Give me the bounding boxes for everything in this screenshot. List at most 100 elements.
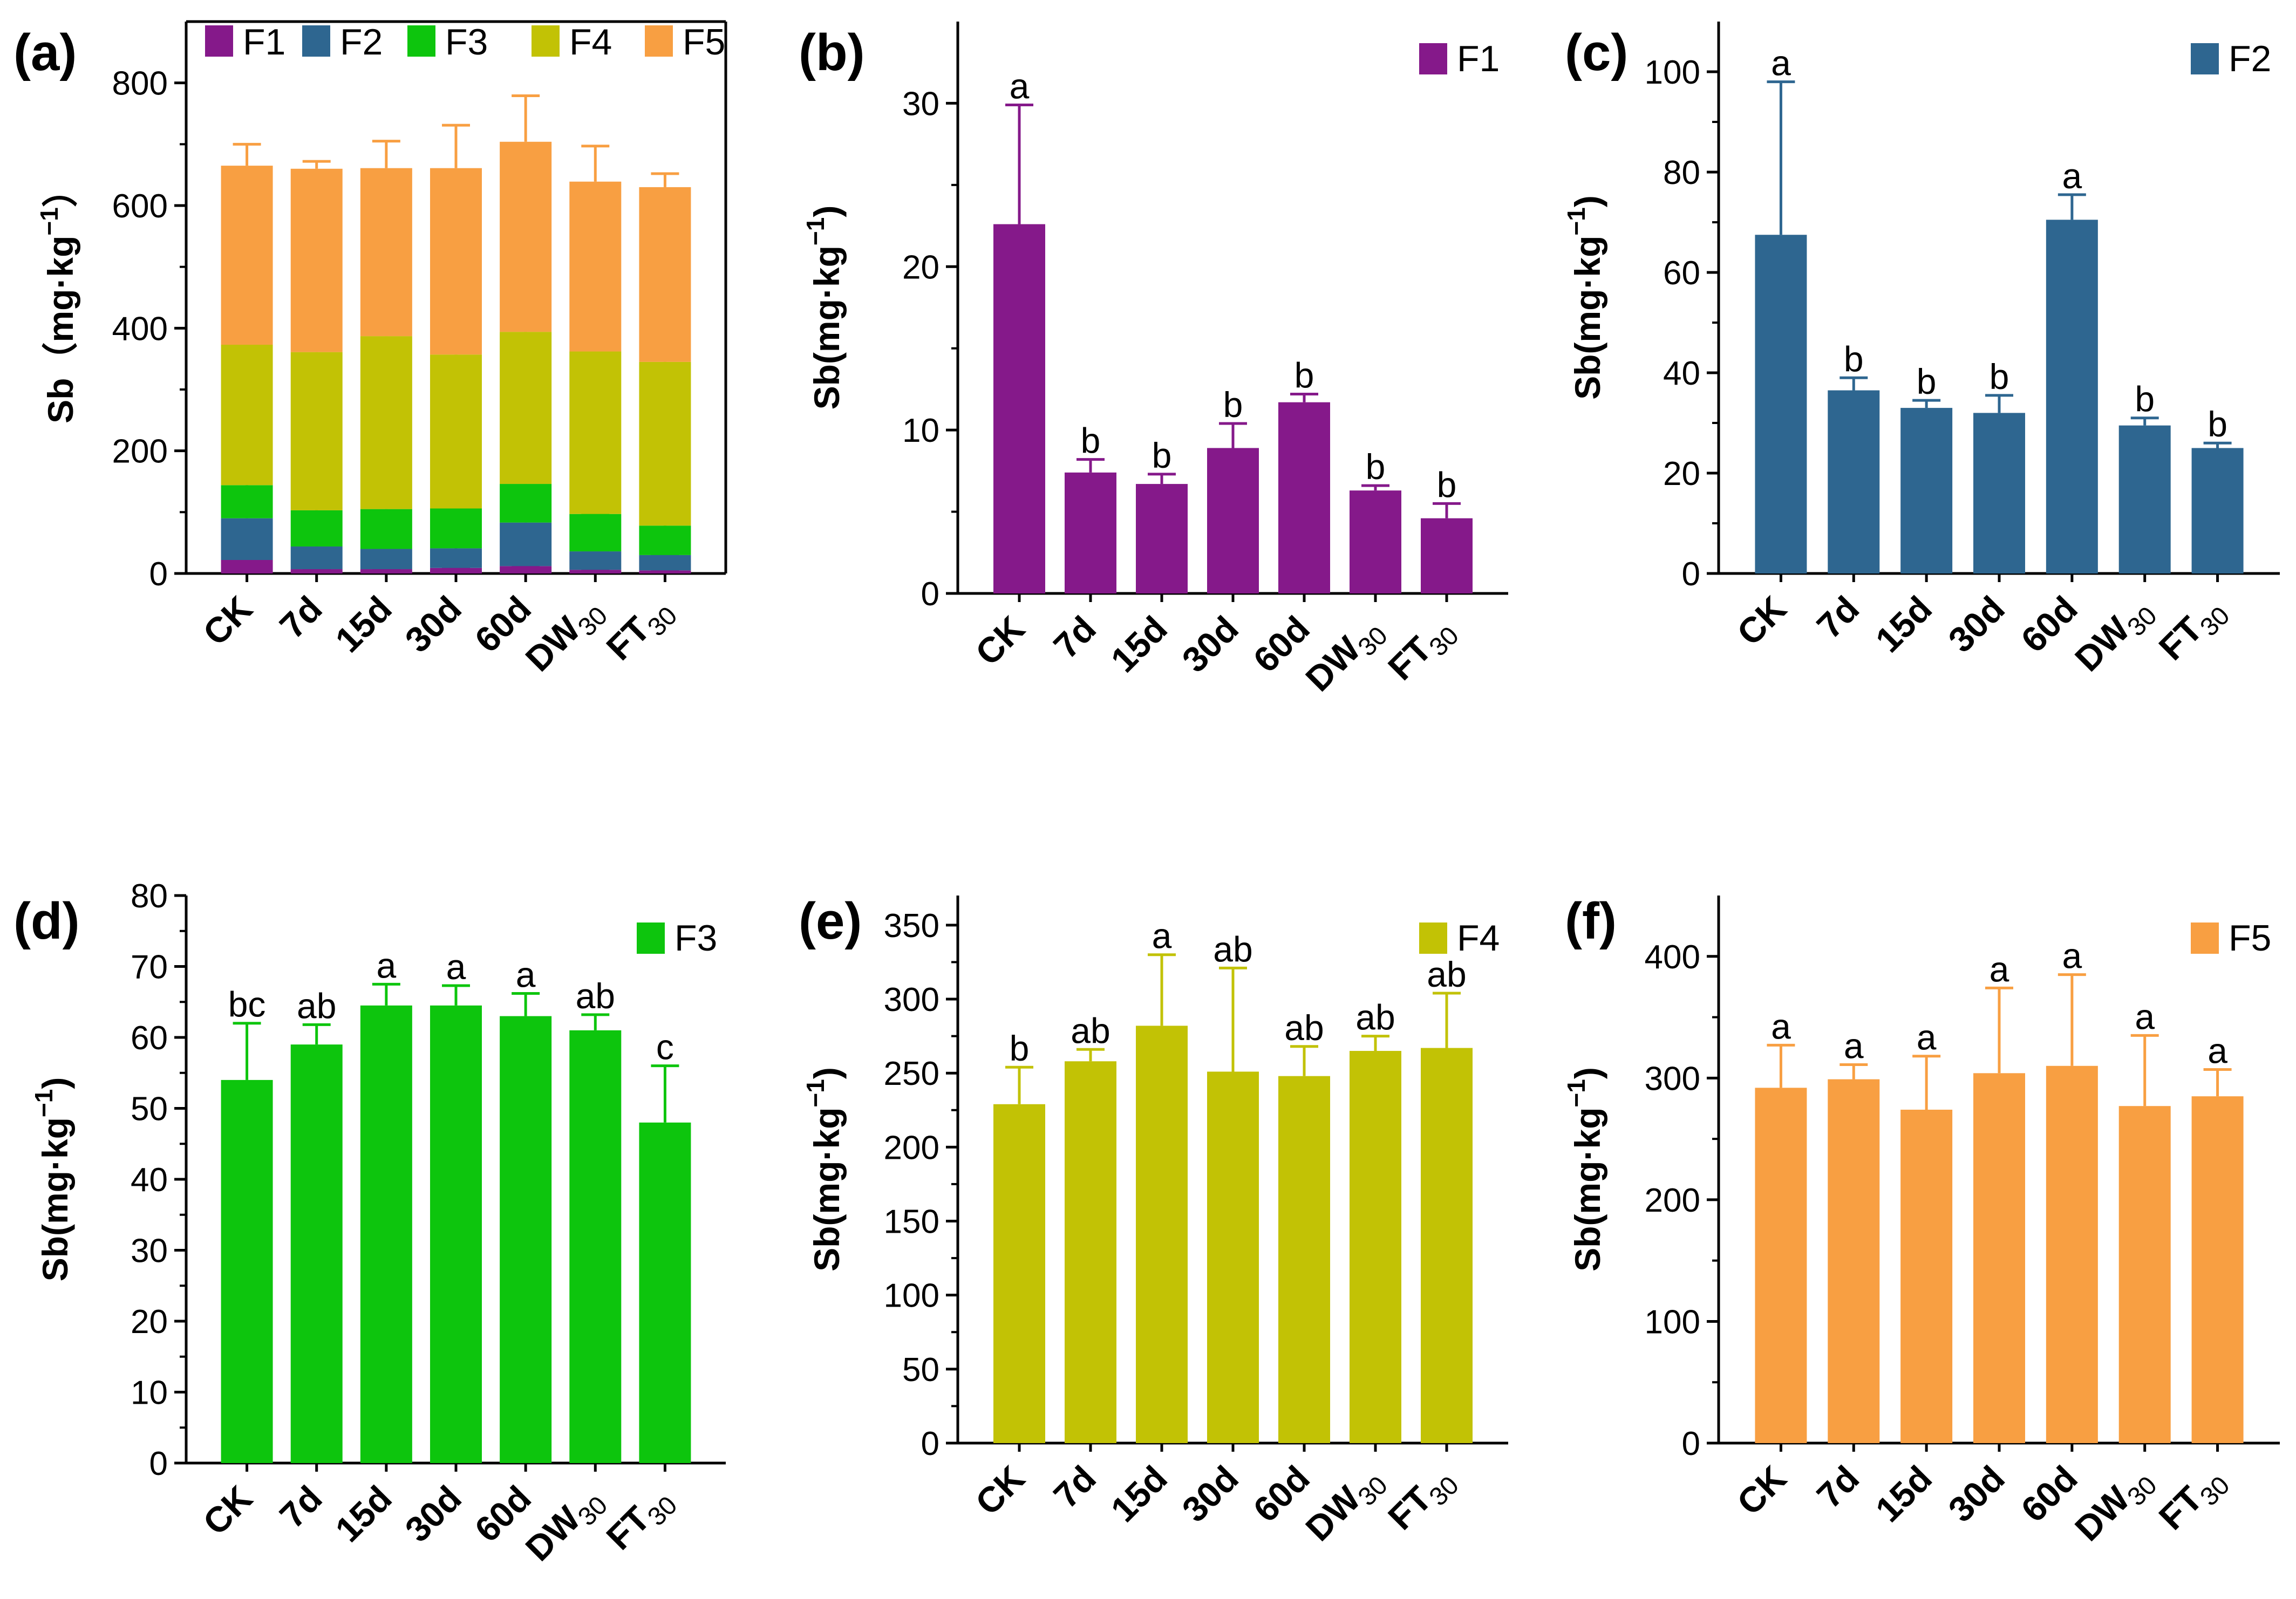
y-tick-label: 150 [884,1204,939,1241]
y-tick-label: 10 [902,412,939,449]
bar-f2 [221,518,273,560]
bar-f3 [221,485,273,518]
significance-letter: a [1152,916,1172,956]
bar-f2 [2191,448,2244,573]
x-tick-label-text: 15d [1103,1458,1175,1530]
legend-label-f4: F4 [569,22,612,63]
x-tick-label-text: 30d [1940,589,2012,660]
x-tick-label: CK [968,608,1032,673]
y-axis-title-exponent: −1 [1562,207,1590,235]
bar-f2 [1973,413,2025,573]
y-axis-title-exponent: −1 [35,207,63,235]
bar-f3 [360,509,412,549]
bar-f1 [1065,472,1116,593]
legend-label-f4: F4 [1457,918,1500,959]
y-tick-label: 300 [1645,1060,1700,1097]
x-tick-label: 7d [1046,1458,1103,1516]
x-tick-label: 30d [1174,1458,1246,1530]
y-tick-label: 200 [1645,1182,1700,1219]
bar-f3 [639,1122,691,1463]
significance-letter: b [1917,361,1937,401]
significance-letter: a [2208,1031,2227,1071]
bar-f3 [500,484,552,523]
significance-letter: b [1152,435,1172,475]
significance-letter: a [1010,66,1030,106]
significance-letter: a [1844,1026,1864,1066]
x-tick-label: 30d [1174,609,1246,680]
y-tick-label: 0 [149,556,168,593]
y-tick-label: 50 [131,1091,168,1128]
x-tick-label: 15d [1868,589,1939,660]
x-tick-label: CK [1729,1458,1794,1522]
bar-f1 [993,224,1045,593]
y-tick-label: 80 [131,878,168,915]
y-tick-label: 400 [112,310,168,347]
y-axis-title: Sb(mg·kg−1) [801,206,847,410]
x-tick-label: DW30 [2067,589,2163,684]
bar-f1 [1421,518,1473,593]
panel-label: (a) [13,24,77,81]
x-tick-label-text: 15d [328,1478,399,1550]
bar-f5 [360,168,412,337]
bar-f4 [1421,1048,1473,1443]
significance-letter: ab [576,976,615,1016]
bar-f5 [500,141,552,332]
bar-f4 [1065,1061,1116,1443]
y-tick-label: 600 [112,188,168,225]
bar-f4 [639,361,691,526]
x-tick-label: FT30 [2151,1458,2235,1542]
x-tick-label: 30d [397,1478,469,1550]
y-tick-label: 0 [149,1445,168,1482]
y-tick-label: 100 [1645,54,1700,91]
bar-f3 [569,1030,622,1463]
x-tick-label: 15d [1103,1458,1175,1530]
y-tick-label: 50 [902,1351,939,1389]
bar-f5 [639,187,691,362]
x-tick-label: CK [195,588,260,653]
y-axis-title-text: Sb(mg·kg [35,1117,75,1281]
y-tick-label: 0 [1682,1425,1700,1463]
bar-f4 [569,351,622,514]
y-axis-title-close: ) [1568,1067,1607,1079]
significance-letter: a [1990,949,2009,989]
x-tick-label-text: CK [968,1458,1032,1522]
y-axis-title-text: Sb(mg·kg [807,245,847,409]
significance-letter: b [1990,357,2009,397]
significance-letter: b [1010,1028,1030,1068]
x-tick-label: 30d [397,589,469,660]
bar-f4 [1350,1051,1401,1443]
x-tick-label: FT30 [598,1478,683,1562]
y-tick-label: 400 [1645,939,1700,976]
significance-letter: a [2135,996,2155,1036]
y-tick-label: 30 [902,85,939,122]
x-tick-label-text: 7d [1046,609,1103,666]
bar-f2 [360,549,412,570]
x-tick-label-text: 30d [397,589,469,660]
bar-f3 [569,514,622,552]
legend-label-f1: F1 [1457,38,1500,79]
significance-letter: c [656,1027,674,1067]
x-tick-label: FT30 [598,589,683,673]
y-axis-title-close: ） [40,172,80,207]
legend-swatch-f4 [1419,922,1447,954]
bar-f5 [2046,1065,2098,1443]
x-tick-label: 7d [1809,589,1866,646]
significance-letter: ab [1427,954,1466,994]
bar-f5 [569,181,622,352]
significance-letter: b [2208,404,2227,444]
bar-f1 [500,566,552,573]
bar-f2 [2118,425,2171,573]
bar-f5 [290,168,343,352]
significance-letter: a [516,954,536,994]
y-tick-label: 60 [131,1020,168,1057]
y-tick-label: 200 [884,1129,939,1166]
y-axis-title: Sb(mg·kg−1) [30,1077,75,1282]
x-tick-label: 7d [1809,1458,1866,1516]
panel-label: (b) [799,24,865,81]
bar-f4 [430,354,482,509]
y-axis-title-close: ) [807,206,847,217]
y-axis-title-text: Sb(mg·kg [807,1108,847,1272]
significance-letter: a [1771,1006,1791,1046]
x-tick-label: 7d [272,589,330,646]
